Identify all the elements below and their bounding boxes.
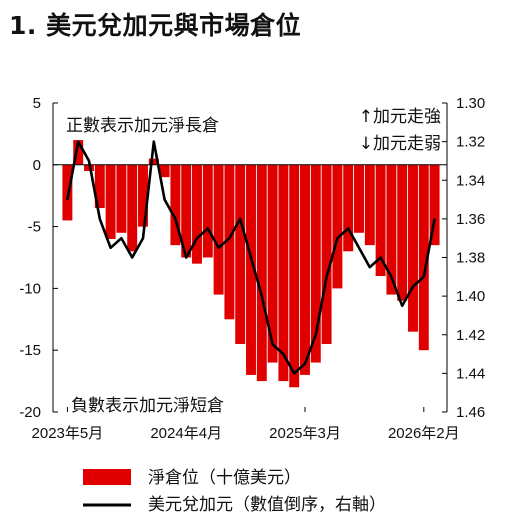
left-tick-label: -5	[28, 219, 41, 236]
left-tick-label: -15	[19, 342, 41, 359]
right-tick-label: 1.40	[456, 288, 485, 305]
position-bar	[192, 164, 202, 264]
position-bar	[278, 164, 289, 382]
position-bar	[94, 164, 105, 209]
position-bar	[235, 164, 246, 345]
position-bar	[321, 164, 332, 345]
position-bar	[213, 164, 224, 295]
legend-bar-swatch	[83, 469, 131, 485]
usdcad-point	[379, 256, 382, 259]
position-bar	[170, 164, 181, 246]
position-bar	[408, 164, 418, 332]
position-bar	[159, 164, 170, 178]
ticks-layer: 5 0 -5 -10 -15 -20 1.30 1.32 1.34 1.36 1.38 1.40 1.4…	[19, 95, 485, 442]
right-tick-label: 1.36	[456, 211, 485, 228]
usdcad-point	[77, 140, 79, 143]
usdcad-point	[66, 198, 69, 201]
position-bar	[267, 164, 278, 363]
position-bar	[354, 164, 364, 233]
position-bar	[343, 164, 354, 252]
position-bar	[332, 164, 343, 289]
position-bar	[224, 164, 235, 320]
usdcad-point	[109, 247, 112, 249]
annotation-net-long: 正數表示加元淨長倉	[66, 116, 219, 136]
annotation-up: ↑加元走強	[359, 107, 441, 127]
usdcad-point	[423, 276, 425, 278]
usdcad-point	[142, 237, 144, 239]
x-tick-label: 2024年4月	[150, 425, 222, 442]
position-bar	[256, 164, 267, 382]
position-bar	[127, 164, 138, 252]
x-tick-label: 2025年3月	[269, 425, 341, 442]
usdcad-point	[358, 247, 360, 249]
x-tick-label: 2023年5月	[32, 425, 104, 442]
left-tick-label: -20	[19, 404, 41, 421]
usdcad-point	[401, 304, 404, 307]
usdcad-point	[250, 256, 252, 259]
position-bar	[202, 164, 213, 258]
usdcad-point	[293, 372, 296, 375]
left-tick-label: 5	[33, 95, 41, 112]
usdcad-point	[412, 285, 414, 288]
annotation-net-short: 負數表示加元淨短倉	[71, 396, 224, 416]
right-tick-label: 1.42	[456, 327, 485, 344]
usdcad-point	[99, 218, 101, 220]
position-bar	[105, 164, 116, 239]
bars-layer	[62, 140, 440, 388]
usdcad-point	[196, 237, 198, 239]
chart-title: 1. 美元兌加元與市場倉位	[9, 11, 302, 40]
usdcad-point	[153, 140, 155, 143]
usdcad-point	[120, 237, 123, 239]
position-bar	[310, 164, 321, 363]
usdcad-point	[261, 295, 263, 297]
left-tick-label: -10	[19, 280, 41, 297]
position-bar	[386, 164, 397, 295]
usdcad-point	[282, 353, 285, 355]
position-bar	[364, 164, 375, 246]
usdcad-point	[207, 227, 209, 230]
usdcad-point	[174, 218, 177, 220]
usdcad-point	[433, 218, 436, 220]
usdcad-point	[239, 218, 241, 220]
usdcad-point	[369, 266, 371, 268]
position-bar	[246, 164, 256, 375]
usdcad-point	[185, 256, 187, 259]
position-bar	[375, 164, 386, 277]
right-tick-label: 1.32	[456, 134, 485, 151]
right-tick-label: 1.38	[456, 250, 485, 267]
position-bar	[181, 164, 192, 258]
usdcad-point	[88, 160, 90, 162]
usdcad-point	[228, 237, 231, 239]
left-tick-label: 0	[33, 157, 41, 174]
position-bar	[300, 164, 310, 375]
usdcad-point	[304, 362, 306, 365]
legend-line-label: 美元兌加元（數值倒序，右軸）	[148, 495, 386, 515]
position-bar	[429, 164, 440, 246]
line-layer	[66, 140, 436, 375]
usdcad-point	[315, 333, 317, 336]
position-bar	[148, 158, 159, 165]
position-bar	[116, 164, 127, 233]
position-bar	[73, 140, 84, 165]
usdcad-point	[163, 198, 166, 201]
usdcad-point	[131, 256, 133, 259]
right-tick-label: 1.30	[456, 95, 485, 112]
position-bar	[138, 164, 148, 227]
right-tick-label: 1.34	[456, 172, 485, 189]
legend-bar-label: 淨倉位（十億美元）	[148, 468, 301, 488]
usdcad-point	[336, 237, 339, 239]
position-bar	[397, 164, 408, 301]
right-tick-label: 1.44	[456, 365, 485, 382]
right-tick-label: 1.46	[456, 404, 485, 421]
x-tick-label: 2026年2月	[388, 425, 460, 442]
position-bar	[418, 164, 429, 351]
usdcad-point	[390, 276, 393, 278]
usdcad-point	[325, 276, 328, 278]
position-bar	[289, 164, 300, 388]
annotation-down: ↓加元走弱	[359, 134, 441, 154]
usdcad-point	[271, 343, 274, 346]
usdcad-point	[217, 247, 220, 249]
usdcad-point	[347, 227, 350, 230]
